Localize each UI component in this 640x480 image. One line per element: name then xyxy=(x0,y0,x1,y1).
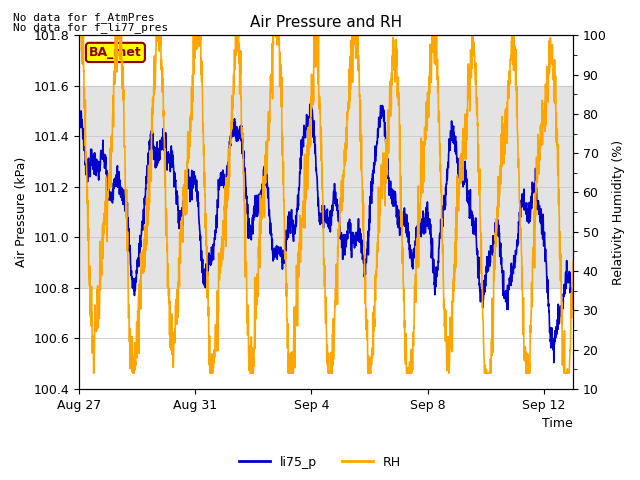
Text: No data for f_AtmPres: No data for f_AtmPres xyxy=(13,12,154,23)
Title: Air Pressure and RH: Air Pressure and RH xyxy=(250,15,402,30)
Y-axis label: Air Pressure (kPa): Air Pressure (kPa) xyxy=(15,157,28,267)
Text: No data for f_li77_pres: No data for f_li77_pres xyxy=(13,22,168,33)
Bar xyxy=(79,86,573,288)
Text: Time: Time xyxy=(542,417,573,430)
Y-axis label: Relativity Humidity (%): Relativity Humidity (%) xyxy=(612,140,625,285)
Legend: li75_p, RH: li75_p, RH xyxy=(234,451,406,474)
Text: BA_met: BA_met xyxy=(89,46,142,59)
